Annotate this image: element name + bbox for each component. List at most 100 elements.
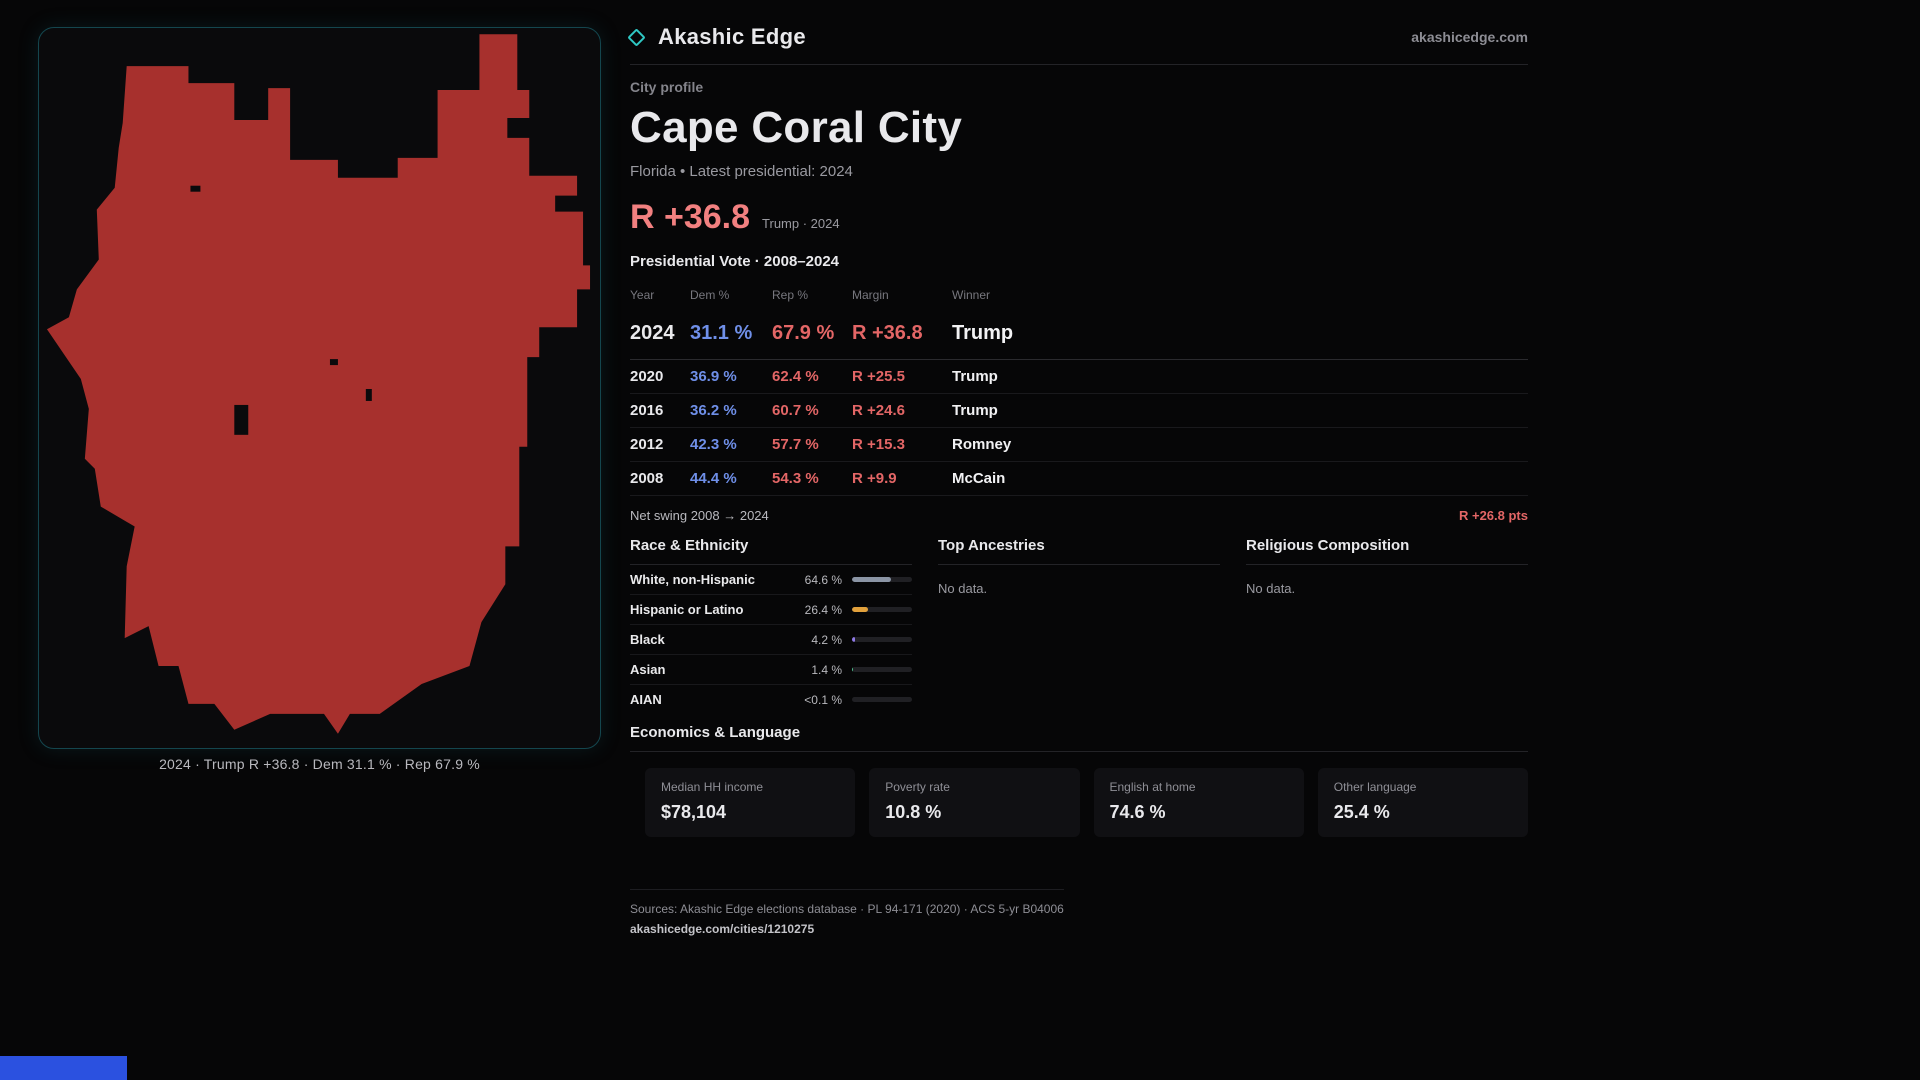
city-map-panel [38,27,601,749]
page-title: Cape Coral City [630,103,963,152]
table-row: 2016 36.2 % 60.7 % R +24.6 Trump [630,394,1528,428]
ancestries-empty-text: No data. [938,581,988,596]
religion-empty-text: No data. [1246,581,1296,596]
winner-cell: Romney [952,436,1012,453]
list-item: White, non-Hispanic 64.6 % [630,565,912,595]
header: Akashic Edge akashicedge.com [627,24,1528,65]
stat-label: Median HH income [661,780,764,794]
stat-label: Poverty rate [885,780,950,794]
margin-cell: R +15.3 [852,436,905,453]
economics-stats: Median HH income $78,104 Poverty rate 10… [630,768,1528,837]
race-bar [852,577,912,582]
demographics-columns: Race & Ethnicity White, non-Hispanic 64.… [630,537,1528,714]
page-subtitle: Florida • Latest presidential: 2024 [630,163,853,180]
race-bar [852,637,912,642]
religion-heading: Religious Composition [1246,537,1528,565]
race-value: 64.6 % [804,572,842,587]
page-kicker: City profile [630,79,704,95]
table-row: 2012 42.3 % 57.7 % R +15.3 Romney [630,428,1528,462]
race-value: 26.4 % [804,602,842,617]
race-bar-fill [852,667,853,672]
col-year: Year [630,288,655,302]
rep-cell: 57.7 % [772,436,819,453]
year-cell: 2020 [630,368,664,385]
race-label: Black [630,632,665,647]
site-domain-link[interactable]: akashicedge.com [1411,29,1528,45]
year-cell: 2016 [630,402,664,419]
table-row: 2008 44.4 % 54.3 % R +9.9 McCain [630,462,1528,496]
list-item: Hispanic or Latino 26.4 % [630,595,912,625]
winner-cell: Trump [952,402,998,419]
headline-margin-context: Trump · 2024 [762,216,840,231]
stat-value: 74.6 % [1109,802,1166,822]
rep-cell: 62.4 % [772,368,819,385]
race-bar-fill [852,607,868,612]
net-swing-row: Net swing 2008 → 2024 R +26.8 pts [630,496,1528,523]
map-caption: 2024 · Trump R +36.8 · Dem 31.1 % · Rep … [159,756,480,772]
margin-cell: R +24.6 [852,402,905,419]
economics-heading: Economics & Language [630,724,1528,752]
headline-margin-block: R +36.8 Trump · 2024 [630,198,1528,237]
rep-cell: 54.3 % [772,470,819,487]
city-profile-content: Akashic Edge akashicedge.com City profil… [627,24,1528,938]
stat-value: 25.4 % [1333,802,1390,822]
top-ancestries-section: Top Ancestries No data. [938,537,1220,714]
dem-cell: 36.9 % [690,368,737,385]
race-label: AIAN [630,692,662,707]
map-hole [329,359,338,366]
city-map [46,34,591,734]
map-hole [234,404,249,435]
dem-cell: 42.3 % [690,436,737,453]
ancestries-heading: Top Ancestries [938,537,1220,565]
col-rep: Rep % [772,288,809,302]
race-bar-fill [852,637,855,642]
dem-cell: 36.2 % [690,402,737,419]
vote-table-heading: Presidential Vote · 2008–2024 [630,253,840,270]
race-bar-fill [852,577,891,582]
brand: Akashic Edge [627,24,806,50]
stat-label: English at home [1109,780,1196,794]
margin-cell: R +9.9 [852,470,897,487]
rep-cell: 60.7 % [772,402,819,419]
rep-cell: 67.9 % [772,322,835,344]
col-dem: Dem % [690,288,730,302]
footer: Sources: Akashic Edge elections database… [630,889,1064,936]
stat-card: Median HH income $78,104 [645,768,856,837]
race-heading: Race & Ethnicity [630,537,912,565]
list-item: Black 4.2 % [630,625,912,655]
race-value: <0.1 % [804,692,842,707]
race-label: Hispanic or Latino [630,602,744,617]
race-bar [852,667,912,672]
dem-cell: 44.4 % [690,470,737,487]
race-label: Asian [630,662,666,677]
race-label: White, non-Hispanic [630,572,755,587]
bottom-left-blue-bar [0,1056,127,1080]
stat-label: Other language [1333,780,1417,794]
winner-cell: McCain [952,470,1006,487]
stat-value: $78,104 [661,802,727,822]
diamond-icon [627,27,646,47]
race-value: 1.4 % [811,662,842,677]
map-hole [365,388,372,401]
table-row: 2020 36.9 % 62.4 % R +25.5 Trump [630,360,1528,394]
city-shape [46,34,591,734]
stat-card: Poverty rate 10.8 % [869,768,1080,837]
race-rows: White, non-Hispanic 64.6 % Hispanic or L… [630,565,912,714]
religious-composition-section: Religious Composition No data. [1246,537,1528,714]
year-cell: 2008 [630,470,664,487]
race-bar [852,697,912,702]
race-value: 4.2 % [811,632,842,647]
year-cell: 2012 [630,436,664,453]
net-swing-value: R +26.8 pts [1458,508,1528,523]
race-bar [852,607,912,612]
margin-cell: R +36.8 [852,322,923,344]
list-item: Asian 1.4 % [630,655,912,685]
winner-cell: Trump [952,368,998,385]
col-winner: Winner [952,288,991,302]
stat-value: 10.8 % [885,802,942,822]
stat-card: Other language 25.4 % [1317,768,1528,837]
table-row: 2024 31.1 % 67.9 % R +36.8 Trump [630,312,1528,360]
permalink[interactable]: akashicedge.com/cities/1210275 [630,922,815,936]
vote-table: Year Dem % Rep % Margin Winner 2024 31.1… [630,280,1528,496]
winner-cell: Trump [952,322,1014,344]
